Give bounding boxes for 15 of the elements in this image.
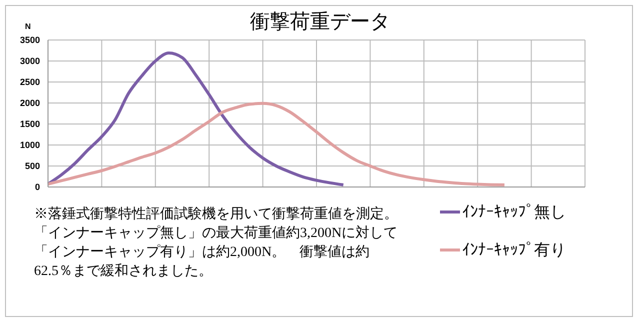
y-tick-label: 0 [34, 182, 40, 192]
text: ※落錘式衝撃特性評価試験機を用いて衝撃荷重値を測定。「インナーキャップ無し」の最大荷重値約3,200Nに対して「インナーキャップ有り」は約2,000N。 衝撃値は約62.5％まで緩和されました。 [34, 205, 399, 281]
legend-label: ｲﾝﾅｰｷｬｯﾌﾟ有り [462, 240, 566, 260]
y-tick-label: 1500 [20, 119, 40, 130]
line-series [46, 52, 345, 186]
y-axis-title: N [25, 22, 31, 31]
y-tick-label: 500 [24, 161, 40, 172]
y-tick-label: 3000 [20, 56, 40, 66]
y-tick-label: 1000 [20, 140, 40, 150]
legend-label: ｲﾝﾅｰｷｬｯﾌﾟ無し [462, 202, 566, 222]
chart-title: 衝撃荷重データ [250, 11, 390, 33]
y-tick-label: 3500 [20, 35, 40, 46]
y-tick-label: 2500 [20, 77, 40, 88]
y-tick-label: 2000 [20, 98, 40, 108]
line-series [46, 102, 506, 186]
